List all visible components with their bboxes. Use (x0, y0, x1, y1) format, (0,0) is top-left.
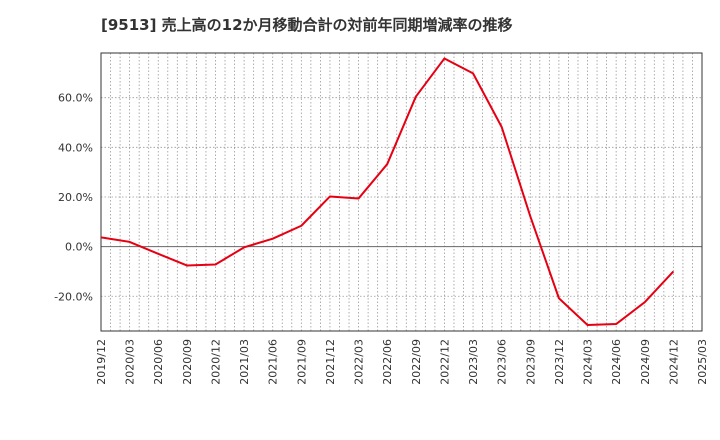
x-tick-label: 2022/03 (353, 339, 366, 385)
x-tick-label: 2022/09 (410, 339, 423, 385)
x-tick-label: 2023/06 (496, 339, 509, 385)
y-tick-label: -20.0% (54, 290, 93, 303)
grid-lines (100, 53, 703, 331)
x-tick-label: 2023/03 (467, 339, 480, 385)
x-tick-label: 2021/06 (267, 339, 280, 385)
x-tick-label: 2020/09 (181, 339, 194, 385)
y-tick-label: 40.0% (58, 141, 93, 154)
series-lines (100, 57, 675, 327)
x-tick-label: 2024/06 (610, 339, 623, 385)
x-tick-label: 2023/09 (524, 339, 537, 385)
x-tick-label: 2021/03 (238, 339, 251, 385)
plot-frame (100, 52, 703, 332)
x-tick-label: 2021/09 (295, 339, 308, 385)
x-tick-label: 2022/06 (381, 339, 394, 385)
x-tick-label: 2024/09 (639, 339, 652, 385)
x-tick-label: 2020/03 (124, 339, 137, 385)
tick-labels: -20.0% 0.0% 20.0% 40.0% 60.0% 2019/12 2020/03 2… (54, 92, 709, 385)
chart-title: [9513] 売上高の12か月移動合計の対前年同期増減率の推移 (101, 16, 513, 34)
y-tick-label: 0.0% (65, 241, 93, 254)
axes (100, 52, 703, 332)
y-tick-label: 20.0% (58, 191, 93, 204)
x-tick-label: 2022/12 (438, 339, 451, 385)
y-tick-label: 60.0% (58, 92, 93, 105)
x-tick-label: 2019/12 (95, 339, 108, 385)
x-tick-label: 2024/03 (582, 339, 595, 385)
x-tick-label: 2020/06 (152, 339, 165, 385)
x-tick-label: 2024/12 (667, 339, 680, 385)
x-tick-label: 2023/12 (553, 339, 566, 385)
x-tick-label: 2025/03 (696, 339, 709, 385)
x-tick-label: 2020/12 (209, 339, 222, 385)
x-tick-label: 2021/12 (324, 339, 337, 385)
